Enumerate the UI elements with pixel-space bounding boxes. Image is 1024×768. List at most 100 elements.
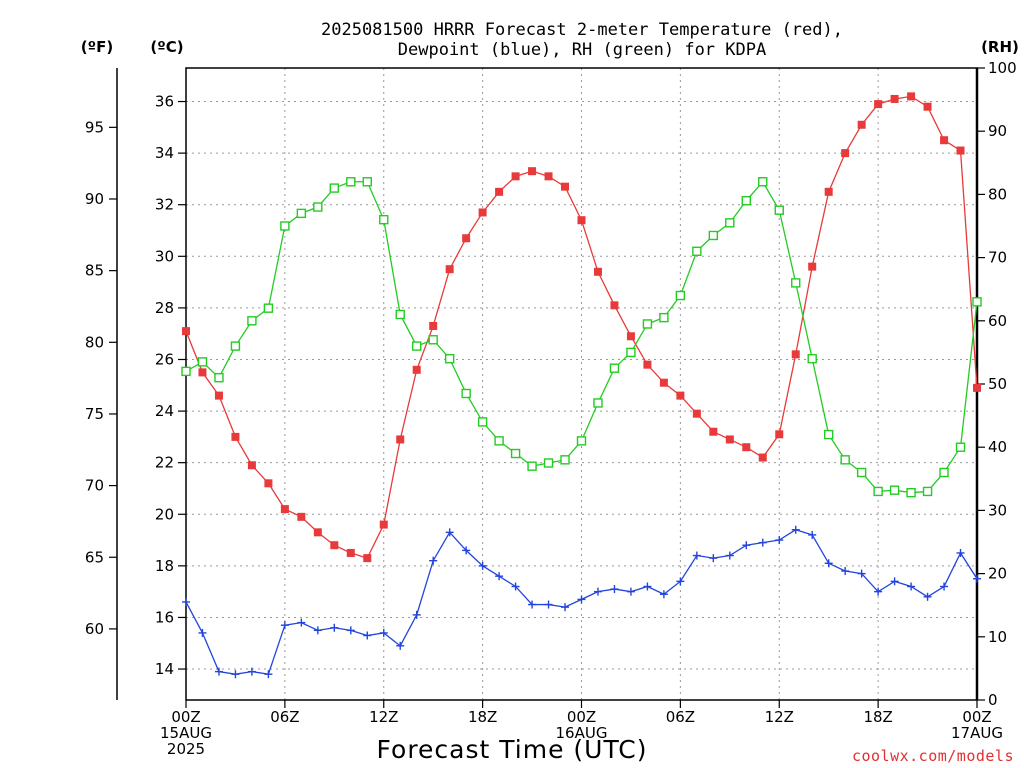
dewpoint-point	[659, 590, 668, 599]
rh-point	[593, 398, 603, 408]
fahrenheit-tick-label: 75	[85, 405, 104, 423]
temperature-point	[462, 234, 471, 243]
fahrenheit-tick-label: 85	[85, 262, 104, 280]
temperature-point	[561, 182, 570, 191]
series-rh	[181, 177, 982, 498]
rh-point	[263, 303, 274, 313]
rh-point	[461, 388, 471, 399]
temperature-point	[874, 100, 883, 109]
x-tick-label: 00Z	[171, 708, 200, 726]
temperature-point	[692, 409, 701, 418]
temperature-point	[758, 453, 767, 462]
temperature-point	[478, 208, 487, 217]
dewpoint-point	[264, 670, 273, 679]
rh-point	[543, 458, 554, 468]
temperature-point	[214, 391, 223, 400]
temperature-point	[907, 92, 916, 101]
celsius-tick-label: 30	[155, 247, 174, 265]
rh-tick-label: 80	[988, 185, 1007, 203]
dewpoint-point	[874, 587, 883, 596]
temperature-point	[775, 430, 784, 439]
rh-point	[609, 363, 620, 373]
x-tick-label: 18Z	[468, 708, 497, 726]
celsius-tick-label: 36	[155, 93, 174, 111]
dewpoint-point	[478, 561, 487, 570]
rh-point	[329, 183, 340, 193]
rh-point	[247, 316, 257, 326]
temperature-point	[429, 321, 438, 330]
celsius-tick-label: 14	[155, 660, 174, 678]
dewpoint-point	[841, 567, 850, 576]
rh-point	[906, 488, 916, 498]
dewpoint-point	[973, 574, 981, 583]
fahrenheit-tick-label: 70	[85, 477, 104, 495]
dewpoint-point	[808, 530, 817, 539]
dewpoint-point	[956, 548, 965, 557]
dewpoint-point	[363, 631, 372, 640]
temperature-point	[973, 383, 981, 392]
temperature-point	[610, 301, 619, 310]
temperature-point	[330, 541, 339, 550]
dewpoint-point	[182, 597, 190, 606]
temperature-point	[709, 427, 718, 436]
dewpoint-point	[247, 667, 256, 676]
dewpoint-point	[198, 628, 207, 637]
dewpoint-point	[462, 546, 471, 555]
rh-point	[346, 177, 356, 187]
temperature-point	[182, 327, 190, 336]
rh-point	[642, 319, 653, 329]
rh-point	[725, 218, 735, 228]
rh-tick-label: 10	[988, 628, 1007, 646]
temperature-point	[923, 102, 932, 111]
dewpoint-point	[330, 623, 339, 632]
rh-point	[296, 208, 307, 219]
rh-point	[560, 455, 570, 465]
x-axis-title: Forecast Time (UTC)	[377, 735, 648, 764]
celsius-tick-label: 32	[155, 196, 174, 214]
temperature-point	[198, 368, 207, 377]
celsius-tick-label: 26	[155, 350, 174, 368]
x-tick-label: 16AUG	[556, 724, 608, 742]
x-tick-label: 00Z	[567, 708, 596, 726]
temperature-point	[313, 528, 322, 537]
celsius-tick-label: 34	[155, 144, 174, 162]
rh-point	[922, 486, 933, 497]
dewpoint-point	[231, 670, 240, 679]
fahrenheit-tick-label: 90	[85, 190, 104, 208]
fahrenheit-tick-label: 95	[85, 118, 104, 136]
series-temperature	[182, 92, 981, 563]
dewpoint-point	[346, 626, 355, 635]
rh-point	[741, 196, 751, 206]
dewpoint-point	[676, 577, 685, 586]
dewpoint-point	[725, 551, 734, 560]
rh-tick-label: 40	[988, 438, 1007, 456]
dewpoint-point	[923, 592, 932, 601]
rh-point	[494, 436, 504, 446]
rh-point	[626, 347, 636, 358]
temperature-point	[412, 365, 421, 374]
celsius-unit-label: (ºC)	[150, 38, 183, 56]
rh-point	[972, 297, 982, 307]
rh-point	[939, 467, 949, 478]
rh-point	[280, 221, 290, 231]
rh-point	[873, 486, 883, 497]
axes: 14 16 18 20 22 24 26 28 30 32 34 36 60 65 70 75 80 85 90 95…	[85, 59, 1017, 758]
dewpoint-point	[709, 554, 718, 563]
dewpoint-point	[544, 600, 553, 609]
dewpoint-point	[561, 603, 570, 612]
rh-point	[659, 312, 669, 323]
temperature-point	[659, 378, 668, 387]
temperature-point	[676, 391, 685, 400]
x-tick-label: 06Z	[270, 708, 299, 726]
temperature-point	[626, 332, 635, 341]
temperature-point	[791, 350, 800, 359]
rh-point	[823, 429, 834, 440]
rh-point	[527, 461, 537, 471]
celsius-tick-label: 20	[155, 505, 174, 523]
temperature-point	[956, 146, 965, 155]
dewpoint-point	[297, 618, 306, 627]
temperature-point	[379, 520, 388, 529]
rh-point	[708, 230, 719, 241]
dewpoint-point	[775, 536, 784, 545]
rh-point	[758, 177, 768, 187]
